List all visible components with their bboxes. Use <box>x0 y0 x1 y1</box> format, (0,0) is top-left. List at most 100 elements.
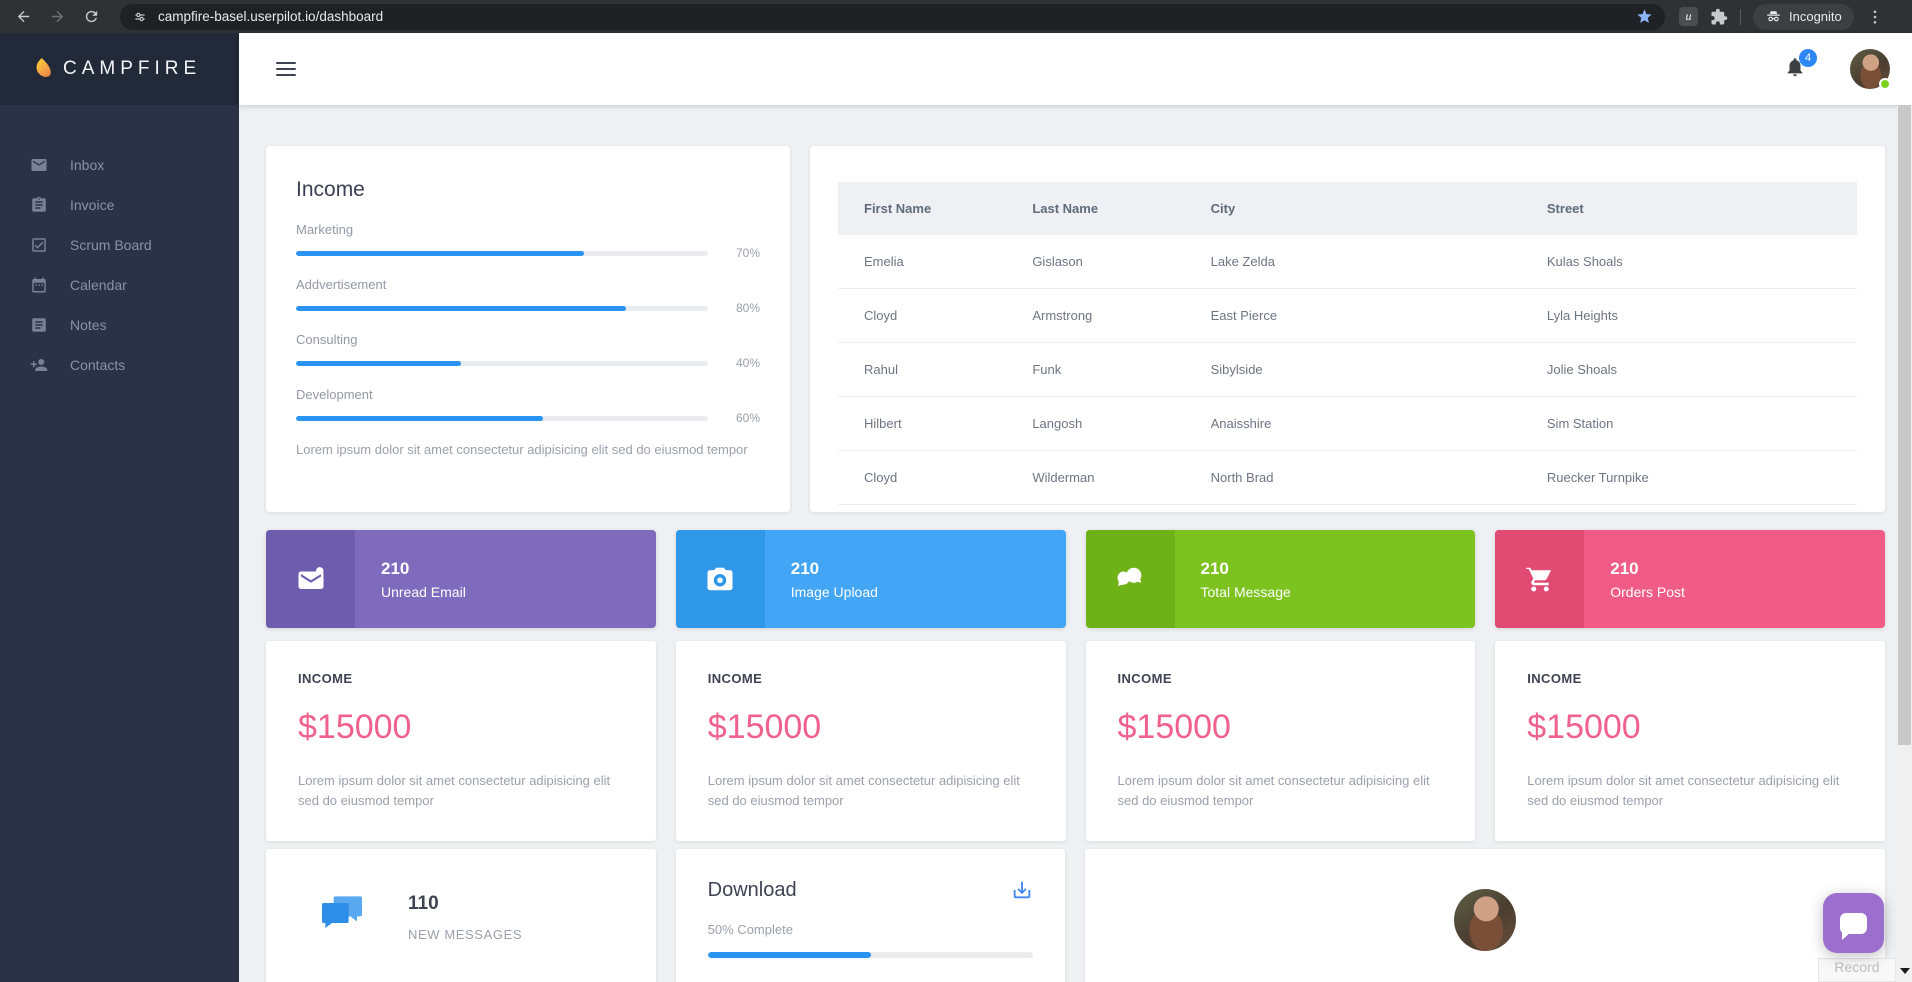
sidebar-item-invoice[interactable]: Invoice <box>0 185 239 225</box>
stat-card-orders-post[interactable]: 210 Orders Post <box>1495 530 1885 628</box>
cell-first-name: Hilbert <box>838 396 1017 451</box>
progress-row-marketing: Marketing 70% <box>296 222 760 260</box>
invoice-icon <box>32 196 46 212</box>
people-table: First Name Last Name City Street Emelia … <box>838 182 1857 505</box>
address-bar[interactable]: campfire-basel.userpilot.io/dashboard <box>120 3 1665 30</box>
stat-label: Image Upload <box>790 583 878 600</box>
cell-first-name: Cloyd <box>838 288 1017 343</box>
sidebar-item-contacts[interactable]: Contacts <box>0 345 239 385</box>
scrollbar-thumb[interactable] <box>1898 105 1911 745</box>
sidebar-item-label: Notes <box>70 317 107 333</box>
cart-icon <box>1526 566 1551 592</box>
sidebar-item-notes[interactable]: Notes <box>0 305 239 345</box>
chrome-actions: u Incognito <box>1679 3 1884 30</box>
messages-label: NEW MESSAGES <box>408 927 523 942</box>
extensions-puzzle-icon[interactable] <box>1710 8 1728 26</box>
cell-last-name: Langosh <box>1016 396 1195 451</box>
progress-percent: 60% <box>735 411 760 425</box>
table-header-row: First Name Last Name City Street <box>838 182 1857 235</box>
download-icon[interactable] <box>1011 879 1033 901</box>
money-card-note: Lorem ipsum dolor sit amet consectetur a… <box>298 773 611 809</box>
money-card-heading: INCOME <box>298 671 353 686</box>
stat-value: 210 <box>1610 558 1639 578</box>
bookmark-star-icon[interactable] <box>1636 8 1653 25</box>
task-check-icon <box>32 238 46 252</box>
table-row[interactable]: Cloyd Armstrong East Pierce Lyla Heights <box>838 288 1857 343</box>
income-money-card: INCOME $15000 Lorem ipsum dolor sit amet… <box>1495 641 1885 842</box>
sidebar-nav: Inbox Invoice Scrum Board Calendar Notes… <box>0 105 239 385</box>
forum-icon <box>320 893 364 938</box>
stat-card-image-upload[interactable]: 210 Image Upload <box>675 530 1066 628</box>
sidebar-item-inbox[interactable]: Inbox <box>0 145 239 185</box>
people-table-card: First Name Last Name City Street Emelia … <box>810 146 1885 512</box>
progress-row-advertisement: Addvertisement 80% <box>296 277 760 315</box>
forward-button[interactable] <box>44 4 70 30</box>
progress-label: Addvertisement <box>296 277 387 292</box>
money-card-amount: $15000 <box>1117 708 1231 746</box>
reload-icon <box>85 10 97 23</box>
cell-street: Jolie Shoals <box>1530 342 1857 397</box>
cell-last-name: Wilderman <box>1016 450 1195 505</box>
money-card-note: Lorem ipsum dolor sit amet consectetur a… <box>1527 773 1840 809</box>
chat-launcher-button[interactable] <box>1823 893 1884 953</box>
stat-value: 210 <box>790 558 820 578</box>
money-card-amount: $15000 <box>298 708 412 746</box>
calendar-icon <box>32 277 46 293</box>
userpilot-extension-icon[interactable]: u <box>1679 7 1698 26</box>
mail-icon <box>31 159 47 171</box>
progress-bar <box>296 250 708 256</box>
progress-row-development: Development 60% <box>296 387 760 425</box>
stat-icon-zone <box>1085 530 1175 628</box>
cell-street: Ruecker Turnpike <box>1530 450 1857 505</box>
record-hint: Record <box>1818 958 1896 982</box>
camera-icon <box>707 567 733 591</box>
menu-toggle-button[interactable] <box>276 62 296 76</box>
notifications-button[interactable]: 4 <box>1784 48 1817 83</box>
column-header: Last Name <box>1016 182 1195 235</box>
browser-menu-icon[interactable] <box>1866 8 1884 26</box>
cell-city: Anaisshire <box>1194 396 1531 451</box>
top-app-bar: 4 <box>239 33 1912 105</box>
progress-label: Development <box>296 387 373 402</box>
stat-card-total-message[interactable]: 210 Total Message <box>1085 530 1476 628</box>
cell-first-name: Rahul <box>838 342 1017 397</box>
sidebar-item-label: Contacts <box>70 357 126 373</box>
site-settings-icon[interactable] <box>132 9 148 25</box>
back-button[interactable] <box>10 4 36 30</box>
profile-photo[interactable] <box>1454 889 1517 951</box>
brand-name: CAMPFIRE <box>63 58 202 79</box>
income-money-card: INCOME $15000 Lorem ipsum dolor sit amet… <box>1085 641 1476 842</box>
column-header: City <box>1194 182 1531 235</box>
notification-count-badge: 4 <box>1799 48 1817 67</box>
table-row[interactable]: Emelia Gislason Lake Zelda Kulas Shoals <box>838 235 1857 289</box>
income-progress-card: Income Marketing 70% Addvertisement 80% <box>266 146 790 512</box>
progress-bar <box>296 415 708 421</box>
table-row[interactable]: Cloyd Wilderman North Brad Ruecker Turnp… <box>838 450 1857 505</box>
money-card-amount: $15000 <box>1527 708 1641 746</box>
sidebar-item-label: Scrum Board <box>70 237 152 253</box>
new-messages-card: 110 NEW MESSAGES <box>266 849 656 982</box>
sidebar-item-scrum-board[interactable]: Scrum Board <box>0 225 239 265</box>
table-row[interactable]: Hilbert Langosh Anaisshire Sim Station <box>838 396 1857 451</box>
user-avatar[interactable] <box>1850 49 1891 90</box>
progress-percent: 80% <box>735 301 760 315</box>
bell-icon <box>1787 57 1803 76</box>
incognito-label: Incognito <box>1789 9 1842 24</box>
progress-percent: 40% <box>735 356 760 370</box>
reload-button[interactable] <box>78 4 104 30</box>
back-arrow-icon <box>17 10 29 23</box>
cell-last-name: Armstrong <box>1016 288 1195 343</box>
download-progress-bar <box>707 952 1034 958</box>
cell-city: Sibylside <box>1194 342 1531 397</box>
stat-value: 210 <box>381 558 410 578</box>
progress-bar <box>296 305 708 311</box>
unread-mail-icon <box>298 567 323 589</box>
stat-card-unread-email[interactable]: 210 Unread Email <box>266 530 656 628</box>
cell-last-name: Funk <box>1016 342 1195 397</box>
cell-city: East Pierce <box>1194 288 1531 343</box>
profile-card <box>1085 849 1885 982</box>
sidebar-item-calendar[interactable]: Calendar <box>0 265 239 305</box>
app-logo[interactable]: CAMPFIRE <box>0 33 239 105</box>
table-row[interactable]: Rahul Funk Sibylside Jolie Shoals <box>838 342 1857 397</box>
vertical-scrollbar[interactable] <box>1897 105 1912 982</box>
